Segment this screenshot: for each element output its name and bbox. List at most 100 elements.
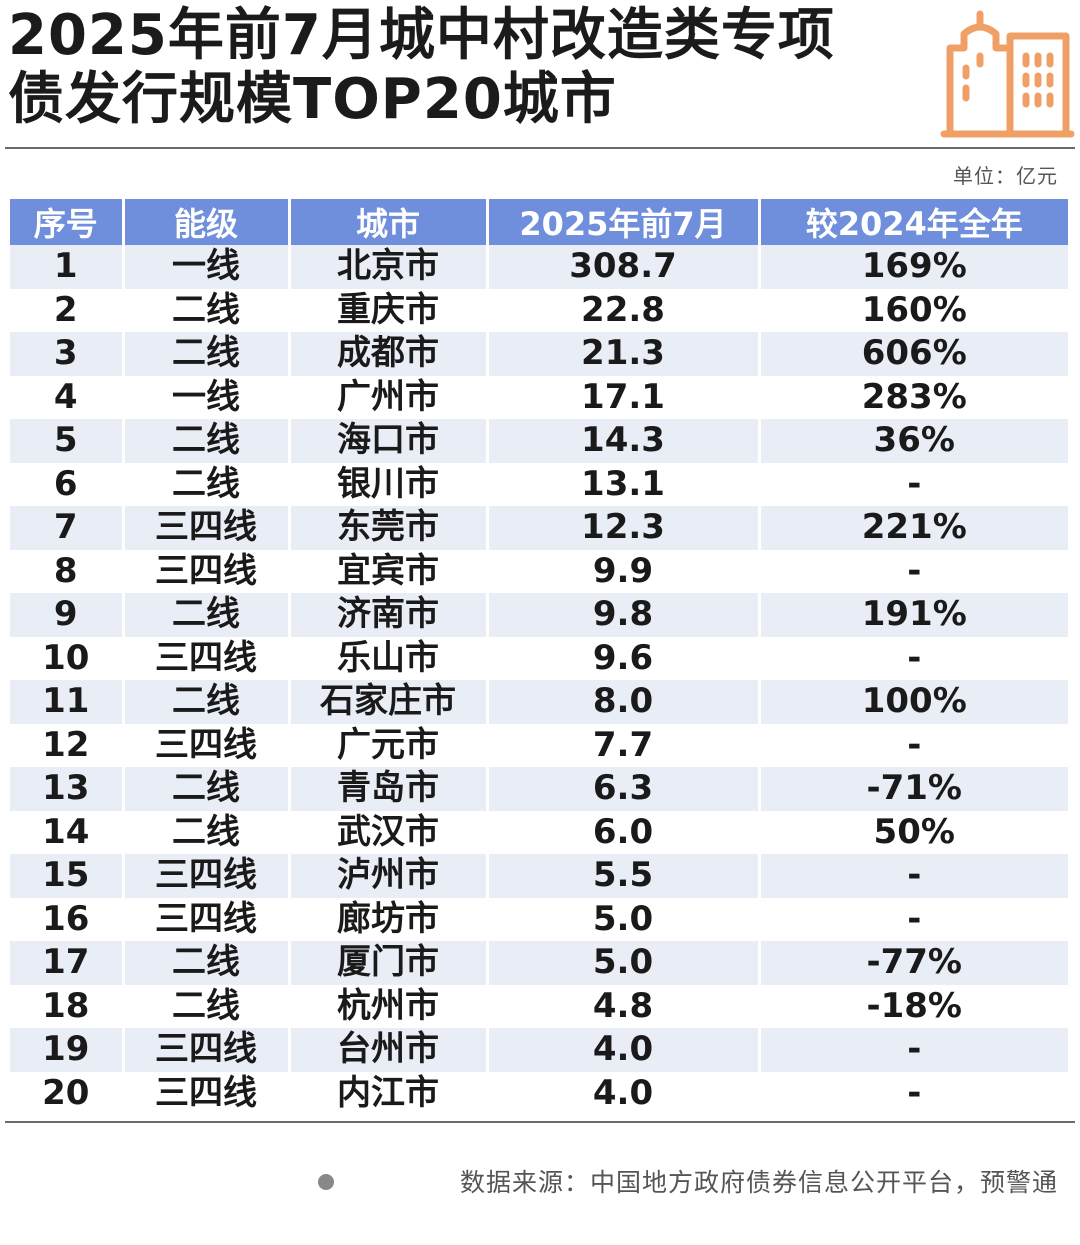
cell-value-2025: 9.6 <box>487 636 761 680</box>
cell-rank: 6 <box>10 462 125 506</box>
cell-value-2025: 6.0 <box>487 810 761 854</box>
cell-value-2025: 308.7 <box>487 245 761 289</box>
cell-value-2025: 5.5 <box>487 854 761 898</box>
cell-value-2025: 14.3 <box>487 419 761 463</box>
cell-vs-2024: - <box>759 462 1068 506</box>
table-row: 5 二线 海口市 14.3 36% <box>10 419 1068 463</box>
cell-city: 北京市 <box>289 245 489 289</box>
cell-rank: 2 <box>10 288 125 332</box>
cell-vs-2024: 160% <box>759 288 1068 332</box>
column-header-rank: 序号 <box>10 199 125 245</box>
cell-city: 台州市 <box>289 1028 489 1072</box>
table-row: 4 一线 广州市 17.1 283% <box>10 375 1068 419</box>
cell-tier: 二线 <box>123 462 291 506</box>
cell-value-2025: 13.1 <box>487 462 761 506</box>
source-note: 数据来源：中国地方政府债券信息公开平台，预警通 <box>459 1168 1058 1197</box>
table-row: 11 二线 石家庄市 8.0 100% <box>10 680 1068 724</box>
unit-prefix: 单位： <box>953 164 1016 188</box>
cell-vs-2024: - <box>759 1071 1068 1115</box>
cell-rank: 4 <box>10 375 125 419</box>
cell-vs-2024: - <box>759 549 1068 593</box>
cell-city: 海口市 <box>289 419 489 463</box>
cell-value-2025: 22.8 <box>487 288 761 332</box>
cell-rank: 3 <box>10 332 125 376</box>
cell-vs-2024: -77% <box>759 941 1068 985</box>
cell-city: 宜宾市 <box>289 549 489 593</box>
cell-tier: 二线 <box>123 941 291 985</box>
cell-value-2025: 17.1 <box>487 375 761 419</box>
bottom-divider <box>5 1121 1075 1123</box>
cell-city: 广元市 <box>289 723 489 767</box>
cell-value-2025: 5.0 <box>487 941 761 985</box>
cell-vs-2024: - <box>759 723 1068 767</box>
cell-value-2025: 4.0 <box>487 1028 761 1072</box>
cell-city: 厦门市 <box>289 941 489 985</box>
cell-city: 重庆市 <box>289 288 489 332</box>
cell-value-2025: 9.9 <box>487 549 761 593</box>
cell-vs-2024: 169% <box>759 245 1068 289</box>
cell-tier: 二线 <box>123 984 291 1028</box>
cell-vs-2024: 100% <box>759 680 1068 724</box>
cell-tier: 三四线 <box>123 549 291 593</box>
table-row: 17 二线 厦门市 5.0 -77% <box>10 941 1068 985</box>
cell-tier: 三四线 <box>123 1028 291 1072</box>
cell-value-2025: 6.3 <box>487 767 761 811</box>
cell-tier: 二线 <box>123 332 291 376</box>
cell-vs-2024: 191% <box>759 593 1068 637</box>
column-header-city: 城市 <box>289 199 489 245</box>
cell-city: 廊坊市 <box>289 897 489 941</box>
cell-tier: 三四线 <box>123 636 291 680</box>
column-header-vs-2024: 较2024年全年 <box>759 199 1068 245</box>
top-divider <box>5 147 1075 149</box>
unit-label: 单位：亿元 <box>953 160 1058 189</box>
cell-vs-2024: - <box>759 636 1068 680</box>
cell-rank: 19 <box>10 1028 125 1072</box>
cell-rank: 16 <box>10 897 125 941</box>
cell-rank: 18 <box>10 984 125 1028</box>
cell-tier: 二线 <box>123 767 291 811</box>
cell-tier: 三四线 <box>123 897 291 941</box>
cell-value-2025: 5.0 <box>487 897 761 941</box>
cell-rank: 9 <box>10 593 125 637</box>
column-header-value-2025: 2025年前7月 <box>487 199 761 245</box>
cell-value-2025: 7.7 <box>487 723 761 767</box>
cell-city: 内江市 <box>289 1071 489 1115</box>
cell-city: 泸州市 <box>289 854 489 898</box>
cell-rank: 5 <box>10 419 125 463</box>
cell-tier: 三四线 <box>123 506 291 550</box>
table-row: 6 二线 银川市 13.1- <box>10 462 1068 506</box>
title-line-1: 2025年前7月城中村改造类专项 <box>8 3 835 68</box>
cell-rank: 7 <box>10 506 125 550</box>
cell-rank: 11 <box>10 680 125 724</box>
cell-value-2025: 9.8 <box>487 593 761 637</box>
table-row: 18 二线 杭州市 4.8 -18% <box>10 984 1068 1028</box>
cell-vs-2024: 221% <box>759 506 1068 550</box>
table-row: 15 三四线 泸州市 5.5- <box>10 854 1068 898</box>
unit-value: 亿元 <box>1016 164 1058 188</box>
cell-city: 武汉市 <box>289 810 489 854</box>
city-buildings-icon <box>940 10 1075 138</box>
table-row: 9 二线 济南市 9.8 191% <box>10 593 1068 637</box>
table-header-row: 序号 能级 城市 2025年前7月 较2024年全年 <box>10 199 1068 245</box>
cell-city: 广州市 <box>289 375 489 419</box>
table-row: 19 三四线 台州市 4.0- <box>10 1028 1068 1072</box>
cell-rank: 15 <box>10 854 125 898</box>
cell-tier: 二线 <box>123 680 291 724</box>
cell-tier: 二线 <box>123 593 291 637</box>
cell-rank: 20 <box>10 1071 125 1115</box>
cell-vs-2024: - <box>759 854 1068 898</box>
table-row: 1 一线 北京市 308.7 169% <box>10 245 1068 289</box>
cell-tier: 二线 <box>123 419 291 463</box>
cell-city: 济南市 <box>289 593 489 637</box>
cell-tier: 二线 <box>123 810 291 854</box>
cell-value-2025: 8.0 <box>487 680 761 724</box>
cell-tier: 三四线 <box>123 1071 291 1115</box>
cell-vs-2024: 50% <box>759 810 1068 854</box>
cell-tier: 一线 <box>123 375 291 419</box>
cell-tier: 二线 <box>123 288 291 332</box>
bullet-dot <box>318 1174 334 1190</box>
cell-vs-2024: 36% <box>759 419 1068 463</box>
cell-tier: 一线 <box>123 245 291 289</box>
table-row: 14 二线 武汉市 6.0 50% <box>10 810 1068 854</box>
cell-vs-2024: -18% <box>759 984 1068 1028</box>
